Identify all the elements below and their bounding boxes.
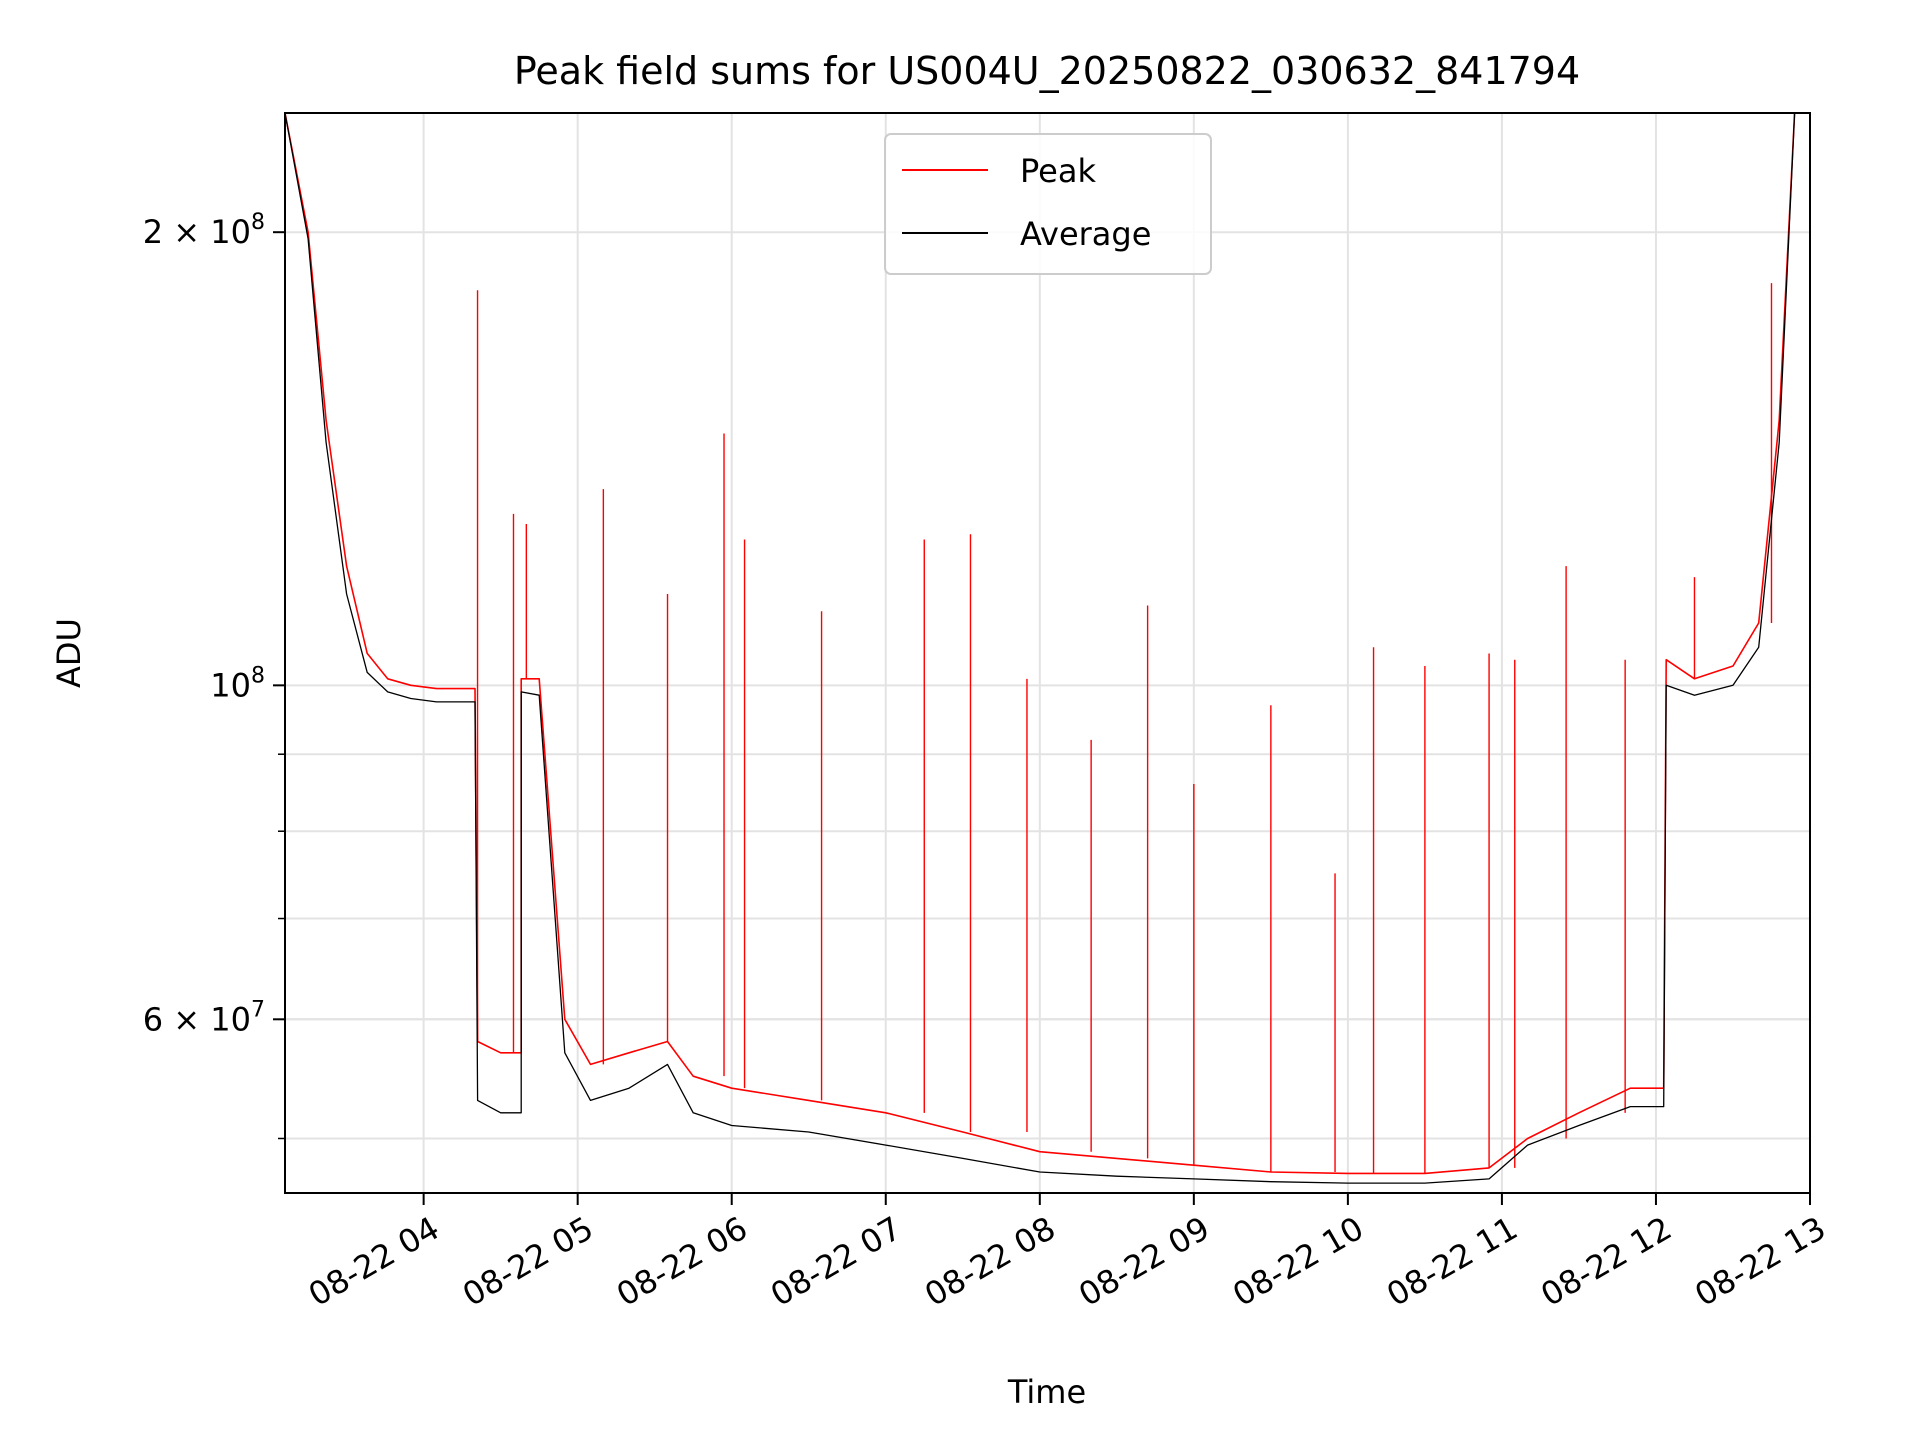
y-tick-label: 2 × 108	[143, 210, 265, 251]
plot-series	[285, 113, 1796, 1184]
y-tick-label: 6 × 107	[143, 997, 265, 1038]
y-tick-label: 108	[210, 663, 265, 704]
chart-title: Peak field sums for US004U_20250822_0306…	[514, 49, 1580, 93]
legend-label-average: Average	[1020, 215, 1151, 253]
y-axis-label: ADU	[50, 618, 88, 688]
y-axis: 2 × 108 108 6 × 107	[143, 210, 285, 1140]
series-line-peak	[285, 113, 1796, 1175]
legend: Peak Average	[884, 133, 1212, 275]
plot-frame	[284, 112, 1811, 1194]
x-axis-label: Time	[1007, 1373, 1086, 1411]
legend-label-peak: Peak	[1020, 152, 1096, 190]
series-line-average	[285, 113, 1796, 1184]
